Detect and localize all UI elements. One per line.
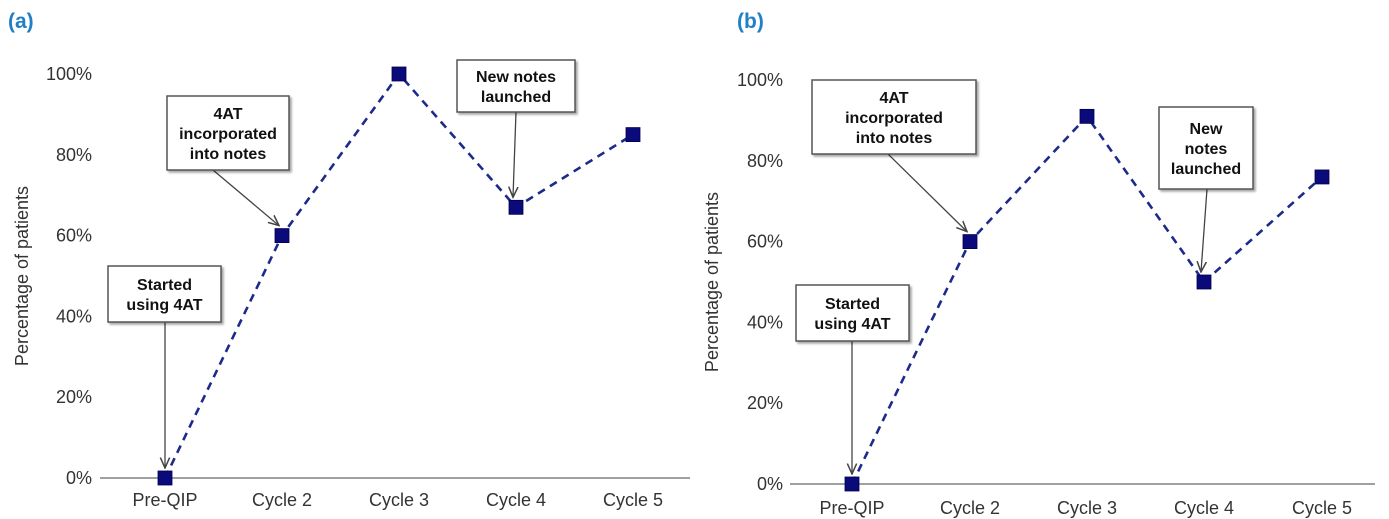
y-tick-label: 20% <box>747 393 783 413</box>
y-tick-label: 80% <box>56 145 92 165</box>
annotation-text: using 4AT <box>814 316 890 333</box>
data-point-marker <box>625 127 641 142</box>
annotation-text: into notes <box>856 130 933 147</box>
x-category-label: Cycle 4 <box>486 490 546 510</box>
y-tick-label: 0% <box>757 474 783 494</box>
data-point-marker <box>1079 108 1095 124</box>
x-category-label: Pre-QIP <box>132 490 197 510</box>
annotation-text: launched <box>481 89 551 106</box>
data-point-marker <box>274 228 290 244</box>
annotation-box <box>166 95 290 171</box>
data-point-marker <box>1196 274 1212 290</box>
annotation-text: notes <box>1185 141 1228 158</box>
annotation-box <box>1158 106 1254 190</box>
y-tick-label: 40% <box>56 306 92 326</box>
data-point-marker <box>391 66 407 82</box>
x-category-label: Cycle 5 <box>1292 498 1352 518</box>
y-axis-label: Percentage of patients <box>12 186 32 366</box>
x-category-label: Cycle 2 <box>252 490 312 510</box>
y-tick-label: 80% <box>747 151 783 171</box>
panel-label: (a) <box>8 10 34 33</box>
y-tick-label: 0% <box>66 468 92 488</box>
data-point-marker <box>157 470 173 486</box>
data-point-marker <box>962 234 978 250</box>
annotation-text: into notes <box>190 146 267 163</box>
annotation-arrow <box>212 169 279 226</box>
annotation-box <box>107 265 222 323</box>
x-category-label: Pre-QIP <box>819 498 884 518</box>
data-point-marker <box>844 476 860 492</box>
annotation-text: 4AT <box>879 90 908 107</box>
annotation-arrow <box>1201 188 1208 272</box>
annotation-arrow <box>887 153 967 232</box>
annotation-box <box>811 79 977 155</box>
annotation-text: 4AT <box>213 106 242 123</box>
annotation-text: Started <box>825 296 880 313</box>
panel-label: (b) <box>737 10 764 33</box>
annotation-text: New notes <box>476 69 556 86</box>
y-axis-label: Percentage of patients <box>702 192 722 372</box>
x-category-label: Cycle 3 <box>369 490 429 510</box>
y-tick-label: 100% <box>737 70 783 90</box>
annotation-text: Started <box>137 277 192 294</box>
annotation-text: New <box>1190 121 1223 138</box>
y-tick-label: 100% <box>46 64 92 84</box>
data-point-marker <box>1314 169 1330 185</box>
annotation-box <box>456 59 576 113</box>
x-category-label: Cycle 4 <box>1174 498 1234 518</box>
annotation-text: incorporated <box>845 110 943 127</box>
x-category-label: Cycle 2 <box>940 498 1000 518</box>
y-tick-label: 60% <box>747 232 783 252</box>
x-category-label: Cycle 5 <box>603 490 663 510</box>
x-category-label: Cycle 3 <box>1057 498 1117 518</box>
y-tick-label: 20% <box>56 387 92 407</box>
annotation-text: incorporated <box>179 126 277 143</box>
annotation-arrow <box>513 111 516 197</box>
annotation-box <box>795 284 910 342</box>
data-point-marker <box>508 199 524 215</box>
annotation-text: using 4AT <box>126 297 202 314</box>
annotation-text: launched <box>1171 161 1241 178</box>
y-tick-label: 40% <box>747 312 783 332</box>
y-tick-label: 60% <box>56 226 92 246</box>
